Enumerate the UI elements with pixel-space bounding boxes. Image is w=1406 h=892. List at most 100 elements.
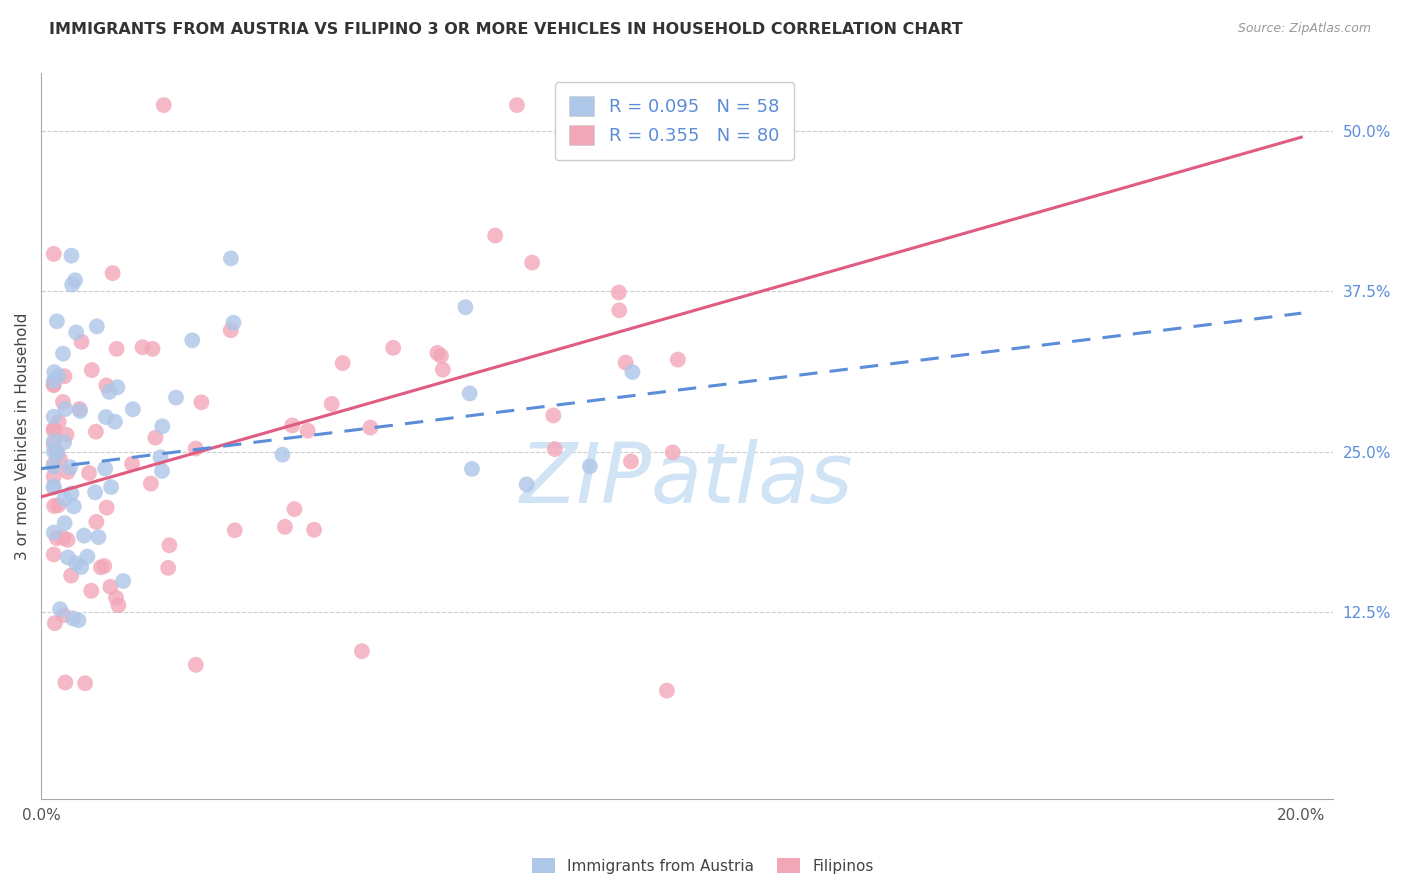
Point xyxy=(274,520,297,534)
Point xyxy=(42,444,65,458)
Point xyxy=(661,445,683,459)
Text: IMMIGRANTS FROM AUSTRIA VS FILIPINO 3 OR MORE VEHICLES IN HOUSEHOLD CORRELATION : IMMIGRANTS FROM AUSTRIA VS FILIPINO 3 OR… xyxy=(49,22,963,37)
Point xyxy=(96,378,118,392)
Point xyxy=(105,591,128,605)
Point xyxy=(93,559,115,574)
Point xyxy=(350,644,373,658)
Point xyxy=(44,499,66,513)
Point xyxy=(87,530,110,544)
Point xyxy=(62,611,84,625)
Point xyxy=(107,598,129,612)
Point xyxy=(224,524,246,538)
Point xyxy=(56,533,79,547)
Point xyxy=(42,409,65,424)
Point xyxy=(112,574,135,588)
Point xyxy=(42,479,65,493)
Point xyxy=(506,98,529,112)
Point xyxy=(84,425,107,439)
Point xyxy=(42,247,65,261)
Point xyxy=(60,568,83,582)
Point xyxy=(42,457,65,471)
Point xyxy=(67,613,90,627)
Point xyxy=(70,560,93,574)
Point xyxy=(94,461,117,475)
Point xyxy=(157,561,180,575)
Point xyxy=(458,386,481,401)
Point xyxy=(59,460,82,475)
Point xyxy=(281,418,304,433)
Point xyxy=(131,340,153,354)
Point xyxy=(52,395,75,409)
Point xyxy=(60,486,83,500)
Point xyxy=(86,319,108,334)
Point xyxy=(44,616,66,631)
Point xyxy=(45,531,67,545)
Point xyxy=(100,480,122,494)
Point xyxy=(145,431,167,445)
Point xyxy=(45,314,67,328)
Point xyxy=(42,480,65,494)
Point xyxy=(121,402,143,417)
Point xyxy=(432,362,454,376)
Point xyxy=(65,326,87,340)
Point xyxy=(53,435,76,450)
Point xyxy=(297,424,319,438)
Point xyxy=(42,459,65,474)
Point xyxy=(222,316,245,330)
Point xyxy=(86,515,108,529)
Point xyxy=(461,462,484,476)
Point xyxy=(63,273,86,287)
Point xyxy=(96,500,118,515)
Point xyxy=(141,342,163,356)
Point xyxy=(53,516,76,530)
Point xyxy=(45,445,67,459)
Point xyxy=(53,675,76,690)
Point xyxy=(55,427,77,442)
Point xyxy=(302,523,325,537)
Point xyxy=(84,485,107,500)
Point xyxy=(46,368,69,383)
Point xyxy=(139,476,162,491)
Point xyxy=(42,374,65,388)
Point xyxy=(607,285,630,300)
Point xyxy=(70,334,93,349)
Point xyxy=(42,548,65,562)
Point xyxy=(42,437,65,451)
Point xyxy=(271,448,294,462)
Text: ZIPatlas: ZIPatlas xyxy=(520,439,853,520)
Point xyxy=(65,556,87,570)
Point xyxy=(121,457,143,471)
Point xyxy=(152,98,174,112)
Point xyxy=(332,356,354,370)
Point xyxy=(520,255,543,269)
Point xyxy=(666,352,689,367)
Point xyxy=(94,410,117,425)
Point xyxy=(620,454,643,468)
Point xyxy=(283,502,305,516)
Text: Source: ZipAtlas.com: Source: ZipAtlas.com xyxy=(1237,22,1371,36)
Point xyxy=(44,365,66,379)
Point xyxy=(42,422,65,436)
Point xyxy=(621,365,644,379)
Point xyxy=(165,391,187,405)
Point xyxy=(100,580,122,594)
Point xyxy=(42,525,65,540)
Point xyxy=(219,252,242,266)
Point xyxy=(359,420,381,434)
Point xyxy=(53,369,76,384)
Point xyxy=(90,560,112,574)
Point xyxy=(607,303,630,318)
Point xyxy=(484,228,506,243)
Point xyxy=(52,531,75,545)
Point xyxy=(184,657,207,672)
Point xyxy=(76,549,98,564)
Point xyxy=(105,342,128,356)
Point xyxy=(60,249,83,263)
Point xyxy=(75,676,97,690)
Point xyxy=(107,380,129,394)
Point xyxy=(53,491,76,506)
Point xyxy=(454,300,477,314)
Point xyxy=(98,384,121,399)
Point xyxy=(42,377,65,392)
Point xyxy=(190,395,212,409)
